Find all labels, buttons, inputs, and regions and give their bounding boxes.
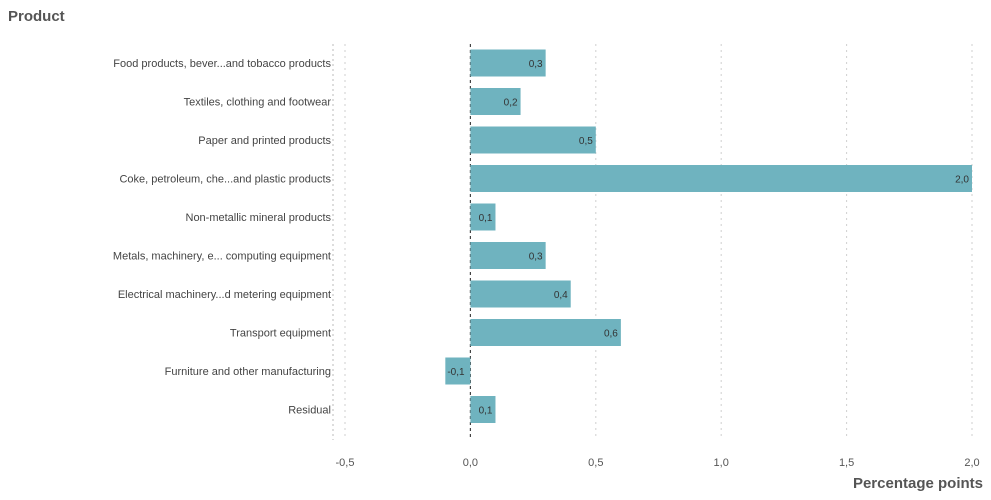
data-label: -0,1 [447,367,465,378]
bar [470,49,546,77]
x-axis-title: Percentage points [852,475,983,492]
data-label: 0,5 [579,136,593,147]
bar [445,357,471,385]
bar [470,319,621,346]
category-label: Textiles, clothing and footwear [184,97,332,109]
category-label: Residual [288,405,331,417]
data-label: 0,6 [604,329,618,340]
bar [470,242,546,269]
x-tick-label: -0,5 [336,457,355,469]
category-label: Paper and printed products [198,135,331,147]
data-label: 2,0 [955,175,969,186]
data-label: 0,3 [529,252,543,263]
x-tick-label: 0,0 [463,457,478,469]
category-label: Non-metallic mineral products [186,212,332,224]
data-label: 0,4 [554,290,568,301]
y-axis-title: Product [8,8,65,25]
data-label: 0,1 [479,406,493,417]
x-tick-label: 2,0 [964,457,979,469]
x-tick-label: 1,0 [714,457,729,469]
data-label: 0,2 [504,98,518,109]
category-label: Food products, bever...and tobacco produ… [113,58,331,70]
category-label: Metals, machinery, e... computing equipm… [113,251,331,263]
data-label: 0,1 [479,213,493,224]
bar [470,396,496,423]
bar [470,203,496,231]
x-tick-label: 0,5 [588,457,603,469]
bar [470,126,596,154]
category-label: Electrical machinery...d metering equipm… [118,289,331,301]
x-tick-label: 1,5 [839,457,854,469]
category-label: Coke, petroleum, che...and plastic produ… [119,174,331,186]
category-label: Furniture and other manufacturing [165,366,331,378]
data-label: 0,3 [529,59,543,70]
bar [470,88,521,115]
bar [470,280,571,308]
category-label: Transport equipment [230,328,331,340]
bar [470,165,972,192]
